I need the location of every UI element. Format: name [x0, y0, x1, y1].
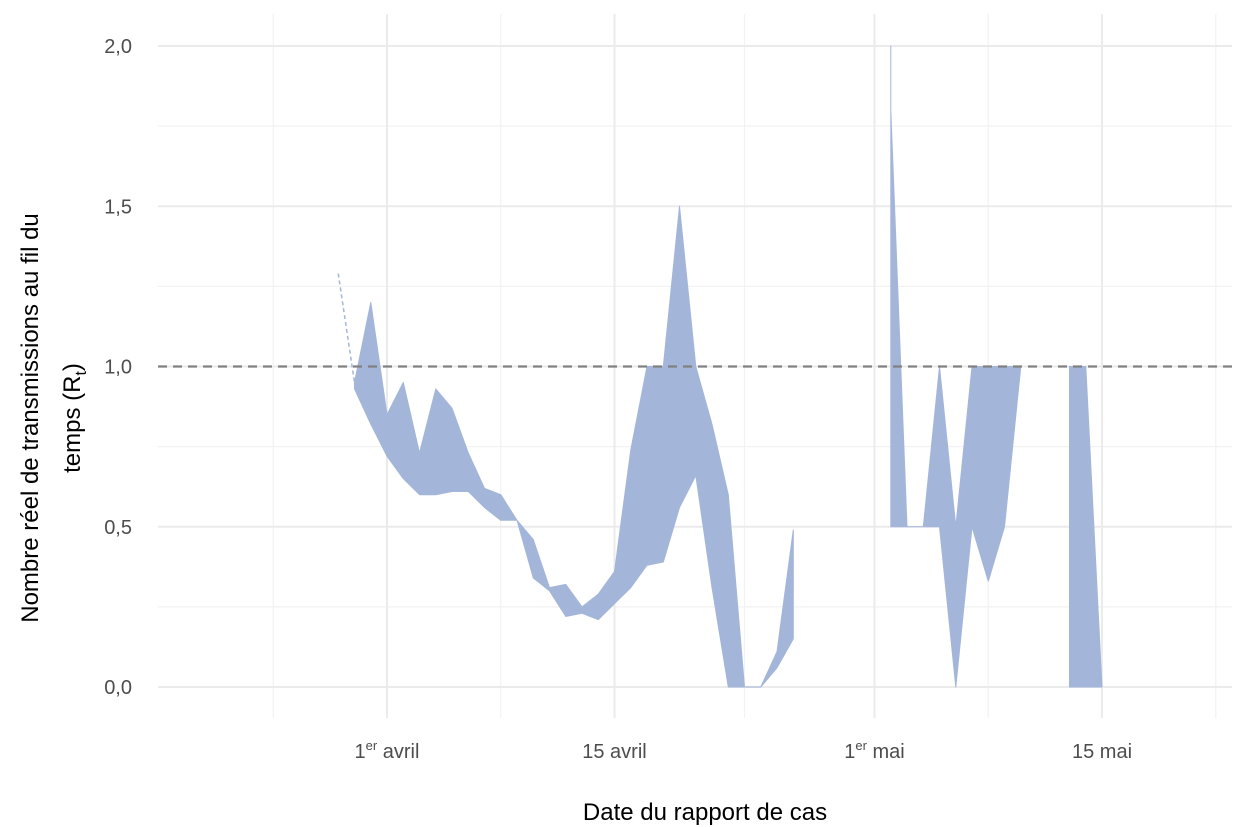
x-tick-label: 15 mai	[1072, 741, 1132, 763]
rt-band-3	[1069, 366, 1103, 688]
y-tick-label: 2,0	[104, 36, 132, 58]
y-axis-title: Nombre réel de transmissions au fil du t…	[17, 213, 90, 623]
x-axis-ticks: 1er avril 15 avril 1er mai 15 mai	[355, 738, 1132, 763]
x-tick-label: 15 avril	[582, 741, 646, 763]
rt-thin-segment	[337, 273, 356, 383]
y-tick-label: 1,5	[104, 196, 132, 218]
major-gridlines	[158, 14, 1232, 718]
y-axis-title-line-1: Nombre réel de transmissions au fil du	[17, 213, 44, 623]
rt-band-1	[354, 205, 794, 688]
y-tick-label: 0,5	[104, 517, 132, 539]
y-axis-ticks: 0,0 0,5 1,0 1,5 2,0	[104, 36, 132, 699]
x-tick-label: 1er mai	[844, 738, 904, 763]
x-tick-label: 1er avril	[355, 738, 420, 763]
x-axis-title: Date du rapport de cas	[583, 799, 827, 826]
y-tick-label: 1,0	[104, 357, 132, 379]
rt-thin-line	[337, 273, 356, 383]
y-tick-label: 0,0	[104, 677, 132, 699]
y-axis-title-line-2: temps (Rt)	[59, 363, 90, 473]
